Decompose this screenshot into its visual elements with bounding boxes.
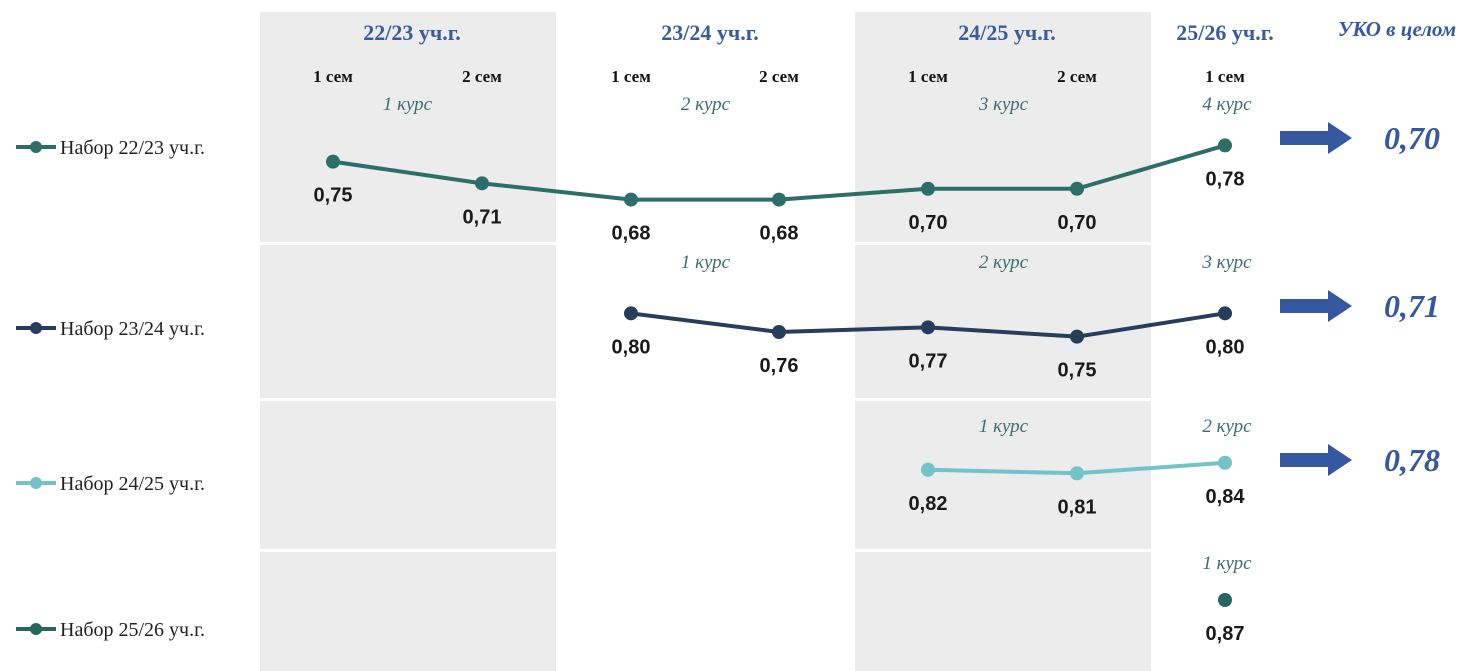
series-2: 1 курс 2 курс 3 курс 0,80 0,76 0,77 0,75 0,80 <box>612 252 1253 382</box>
course-label: 3 курс <box>1201 252 1252 273</box>
legend-marker <box>30 141 42 153</box>
data-label: 0,84 <box>1206 486 1246 508</box>
semester-tick-label: 1 сем <box>611 67 651 86</box>
legend-marker <box>30 623 42 635</box>
series-1: 1 курс 2 курс 3 курс 4 курс 0,75 0,71 0,68 0,68… <box>314 94 1253 245</box>
data-label: 0,71 <box>463 206 502 228</box>
data-point <box>1218 306 1232 321</box>
data-label: 0,81 <box>1058 496 1097 518</box>
legend-label: Набор 24/25 уч.г. <box>60 473 205 495</box>
year-band-5 <box>855 401 1151 549</box>
year-band-4 <box>260 401 556 549</box>
data-label: 0,78 <box>1206 168 1245 190</box>
data-point <box>624 192 638 207</box>
series-4: 1 курс 0,87 <box>1202 553 1252 645</box>
data-point <box>1070 329 1084 344</box>
summary-item: 0,71 <box>1280 288 1440 324</box>
summary-column: 0,70 0,71 0,78 УКО в целом <box>1280 17 1456 478</box>
semester-tick-label: 2 сем <box>1057 67 1097 86</box>
summary-value: 0,78 <box>1384 442 1440 478</box>
year-band-3 <box>855 245 1151 398</box>
series-3: 1 курс 2 курс 0,82 0,81 0,84 <box>909 416 1253 518</box>
data-point <box>1218 593 1232 607</box>
summary-value: 0,71 <box>1384 288 1440 324</box>
data-point <box>1218 455 1232 470</box>
legend-label: Набор 22/23 уч.г. <box>60 137 205 159</box>
semester-tick-label: 1 сем <box>908 67 948 86</box>
year-header: 25/26 уч.г. <box>1176 20 1274 45</box>
data-point <box>921 181 935 196</box>
data-label: 0,75 <box>1058 360 1097 382</box>
data-point <box>326 154 340 169</box>
data-label: 0,87 <box>1206 623 1245 645</box>
data-label: 0,68 <box>612 223 651 245</box>
year-header: 23/24 уч.г. <box>661 20 759 45</box>
data-point <box>921 320 935 335</box>
data-label: 0,80 <box>1206 336 1245 358</box>
course-label: 4 курс <box>1202 94 1252 115</box>
data-label: 0,70 <box>1058 212 1097 234</box>
summary-value: 0,70 <box>1384 120 1440 156</box>
summary-title: УКО в целом <box>1338 17 1456 41</box>
semester-tick-label: 2 сем <box>462 67 502 86</box>
semester-tick-label: 1 сем <box>1205 67 1245 86</box>
data-point <box>1070 466 1084 481</box>
data-point <box>772 192 786 207</box>
data-label: 0,70 <box>909 212 948 234</box>
summary-arrow-icon <box>1280 122 1352 154</box>
course-label: 2 курс <box>1202 416 1252 437</box>
course-label: 3 курс <box>978 94 1029 115</box>
course-label: 1 курс <box>383 94 433 115</box>
data-point <box>624 306 638 321</box>
year-band-0 <box>260 12 556 242</box>
summary-arrow-icon <box>1280 444 1352 476</box>
course-label: 1 курс <box>681 252 731 273</box>
summary-item: 0,70 <box>1280 120 1440 156</box>
year-band-2 <box>260 245 556 398</box>
data-point <box>1070 181 1084 196</box>
chart-header: 22/23 уч.г. 23/24 уч.г. 24/25 уч.г. 25/26 у… <box>313 20 1274 86</box>
year-header: 24/25 уч.г. <box>958 20 1056 45</box>
data-label: 0,68 <box>760 223 799 245</box>
year-header: 22/23 уч.г. <box>363 20 461 45</box>
semester-tick-label: 1 сем <box>313 67 353 86</box>
data-point <box>475 176 489 191</box>
legend-marker <box>30 322 42 334</box>
legend-label: Набор 23/24 уч.г. <box>60 318 205 340</box>
data-label: 0,80 <box>612 336 651 358</box>
year-band-6 <box>260 552 556 671</box>
summary-item: 0,78 <box>1280 442 1440 478</box>
course-label: 1 курс <box>1202 553 1252 574</box>
series-layer: 1 курс 2 курс 3 курс 4 курс 0,75 0,71 0,68 0,68… <box>314 94 1253 645</box>
data-label: 0,82 <box>909 493 948 515</box>
data-point <box>1218 138 1232 153</box>
course-label: 2 курс <box>979 252 1029 273</box>
data-point <box>921 462 935 477</box>
course-label: 1 курс <box>979 416 1029 437</box>
year-band-7 <box>855 552 1151 671</box>
year-shading-bands <box>260 12 1151 671</box>
data-label: 0,77 <box>909 350 948 372</box>
data-label: 0,76 <box>760 355 799 377</box>
year-band-1 <box>855 12 1151 242</box>
semester-tick-label: 2 сем <box>759 67 799 86</box>
course-label: 2 курс <box>681 94 731 115</box>
data-label: 0,75 <box>314 185 353 207</box>
legend-label: Набор 25/26 уч.г. <box>60 619 205 641</box>
legend: Набор 22/23 уч.г. Набор 23/24 уч.г. Набор … <box>16 137 205 641</box>
legend-marker <box>30 477 42 489</box>
data-point <box>772 325 786 339</box>
summary-arrow-icon <box>1280 290 1352 322</box>
